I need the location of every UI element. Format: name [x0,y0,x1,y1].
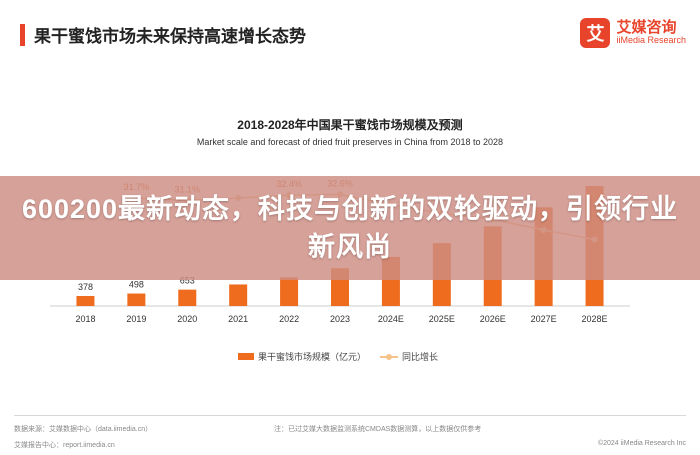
headline-banner [0,176,700,280]
x-tick-label: 2023 [330,314,350,324]
legend-item-line: 同比增长 [380,350,438,363]
bar-2022 [280,277,299,306]
x-tick-label: 2021 [228,314,248,324]
footer-source: 数据来源：艾媒数据中心（data.iimedia.cn） [14,426,153,433]
bar-2021 [229,284,248,306]
bar-value-label: 653 [180,276,195,286]
bar-2020 [178,289,197,306]
brand-name-cn: 艾媒咨询 [616,18,677,36]
x-tick-label: 2028E [582,314,608,324]
report-header: 果干蜜饯市场未来保持高速增长态势 艾 艾媒咨询 iiMedia Research [0,0,700,70]
footer-note: 注：已过艾媒大数据监测系统CMDAS数据测算，以上数据仅供参考 [274,426,482,433]
x-tick-label: 2019 [126,314,146,324]
x-tick-label: 2024E [378,314,404,324]
x-tick-label: 2022 [279,314,299,324]
chart-title: 2018-2028年中国果干蜜饯市场规模及预测 [237,118,463,132]
bar-2018 [76,296,95,306]
x-tick-label: 2020 [177,314,197,324]
legend-label-line: 同比增长 [402,352,439,362]
x-tick-label: 2018 [75,314,95,324]
x-tick-label: 2026E [480,314,506,324]
brand-logo-group: 艾 艾媒咨询 iiMedia Research [580,18,686,48]
footer-copyright: ©2024 iiMedia Research Inc [597,440,686,447]
iimedia-logo-icon: 艾 [580,18,611,48]
x-tick-label: 2025E [429,314,455,324]
headline-banner-text: 600200最新动态，科技与创新的双轮驱动，引领行业新风尚 [21,194,679,262]
x-tick-label: 2027E [531,314,557,324]
report-title: 果干蜜饯市场未来保持高速增长态势 [34,27,306,46]
footer-divider [14,415,686,416]
legend-swatch-line [380,353,399,360]
legend-item-bar: 果干蜜饯市场规模（亿元） [238,350,366,363]
title-accent-bar [20,24,25,46]
chart-legend: 果干蜜饯市场规模（亿元） 同比增长 [238,350,438,363]
legend-label-bar: 果干蜜饯市场规模（亿元） [258,352,367,362]
footer-website: 艾媒报告中心：report.iimedia.cn [14,442,115,449]
bar-value-label: 498 [129,280,144,290]
bar-value-label: 378 [78,282,93,292]
brand-name-en: iiMedia Research [616,35,686,46]
legend-swatch-bar [238,353,254,360]
chart-subtitle: Market scale and forecast of dried fruit… [196,137,504,147]
bar-2019 [127,293,146,306]
